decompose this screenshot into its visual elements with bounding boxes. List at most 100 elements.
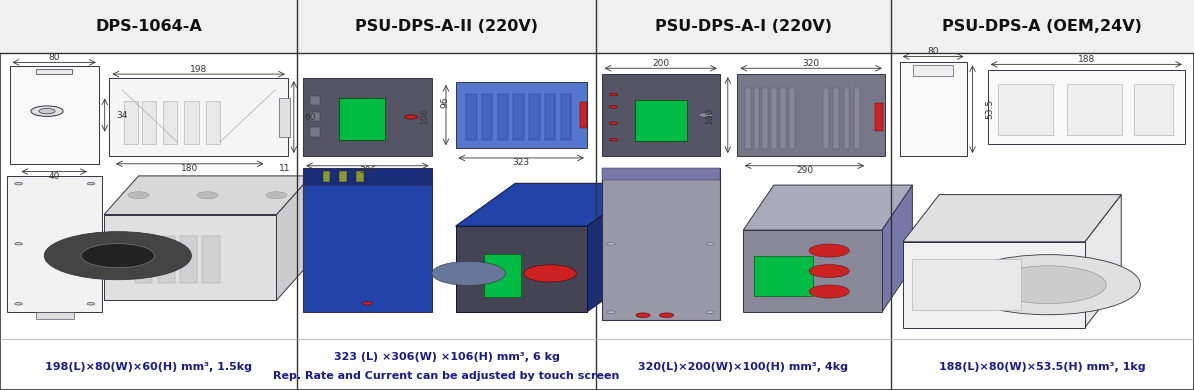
Bar [596, 0, 891, 53]
Bar [124, 101, 139, 144]
Bar [309, 96, 320, 105]
Bar [162, 101, 177, 144]
Circle shape [128, 192, 149, 199]
Bar [913, 65, 953, 76]
Bar [771, 88, 777, 149]
Bar [843, 88, 849, 149]
Bar [339, 98, 386, 140]
Bar [602, 168, 720, 180]
Polygon shape [903, 195, 1121, 242]
Bar [7, 176, 103, 312]
Bar [158, 236, 174, 283]
Circle shape [362, 302, 373, 305]
Circle shape [706, 174, 714, 177]
Bar [998, 83, 1053, 135]
Bar [309, 112, 320, 121]
Circle shape [607, 311, 615, 314]
Circle shape [39, 108, 55, 114]
Bar [104, 215, 277, 300]
Bar [987, 70, 1184, 144]
Text: 40: 40 [49, 172, 60, 181]
Bar [184, 101, 198, 144]
Circle shape [607, 243, 615, 245]
Polygon shape [104, 176, 310, 215]
Bar [466, 94, 476, 140]
Bar [602, 74, 720, 156]
Circle shape [87, 303, 94, 305]
Polygon shape [277, 176, 310, 300]
Bar [303, 168, 432, 312]
Text: 100: 100 [704, 106, 714, 124]
Text: 96: 96 [441, 96, 449, 108]
Bar [891, 0, 1194, 53]
Circle shape [31, 106, 63, 116]
Bar [833, 88, 839, 149]
Bar [529, 94, 540, 140]
Bar [544, 94, 555, 140]
Bar [142, 101, 156, 144]
Text: 34: 34 [117, 110, 128, 120]
Circle shape [706, 243, 714, 245]
Circle shape [44, 232, 191, 280]
Bar [498, 94, 509, 140]
Circle shape [609, 106, 617, 108]
Circle shape [991, 266, 1106, 303]
Bar [303, 168, 432, 185]
Circle shape [607, 174, 615, 177]
Polygon shape [456, 183, 647, 226]
Polygon shape [743, 185, 912, 230]
Bar [180, 236, 197, 283]
Text: 198: 198 [190, 65, 208, 74]
Text: PSU-DPS-A-II (220V): PSU-DPS-A-II (220V) [355, 19, 538, 34]
Text: PSU-DPS-A-I (220V): PSU-DPS-A-I (220V) [654, 19, 832, 34]
Circle shape [636, 313, 650, 317]
Bar [635, 100, 687, 141]
Bar [279, 98, 290, 136]
Bar [738, 74, 885, 156]
Text: 60: 60 [304, 112, 316, 122]
Bar [456, 82, 587, 148]
Bar [513, 94, 524, 140]
Bar [456, 226, 587, 312]
Bar [763, 88, 768, 149]
Bar [580, 102, 587, 128]
Bar [10, 66, 99, 164]
Text: 53.5: 53.5 [986, 99, 995, 119]
Bar [202, 236, 220, 283]
Bar [110, 78, 288, 156]
Bar [854, 88, 860, 149]
Circle shape [14, 303, 23, 305]
Bar [322, 170, 331, 182]
Circle shape [956, 255, 1140, 315]
Circle shape [810, 285, 849, 298]
Bar [755, 256, 813, 296]
Circle shape [659, 313, 673, 317]
Bar [903, 242, 1085, 328]
Circle shape [524, 265, 577, 282]
Text: 323 (L) ×306(W) ×106(H) mm³, 6 kg: 323 (L) ×306(W) ×106(H) mm³, 6 kg [333, 352, 560, 362]
Bar [780, 88, 786, 149]
Circle shape [405, 115, 418, 119]
Bar [309, 127, 320, 136]
Bar [602, 168, 720, 320]
Circle shape [706, 311, 714, 314]
Bar [1133, 83, 1173, 135]
Polygon shape [882, 185, 912, 312]
Circle shape [87, 243, 94, 245]
Text: 290: 290 [796, 166, 813, 175]
Text: 198(L)×80(W)×60(H) mm³, 1.5kg: 198(L)×80(W)×60(H) mm³, 1.5kg [45, 362, 252, 372]
Circle shape [609, 122, 617, 124]
Bar [789, 88, 795, 149]
Circle shape [432, 261, 505, 285]
Text: PSU-DPS-A (OEM,24V): PSU-DPS-A (OEM,24V) [942, 19, 1143, 34]
Bar [339, 170, 347, 182]
Text: 106: 106 [420, 106, 430, 124]
Circle shape [810, 264, 849, 278]
Text: 180: 180 [181, 164, 198, 173]
Polygon shape [1085, 195, 1121, 328]
Bar [874, 103, 884, 131]
Text: 80: 80 [49, 53, 60, 62]
Bar [912, 259, 1021, 310]
Circle shape [266, 192, 287, 199]
Circle shape [14, 243, 23, 245]
